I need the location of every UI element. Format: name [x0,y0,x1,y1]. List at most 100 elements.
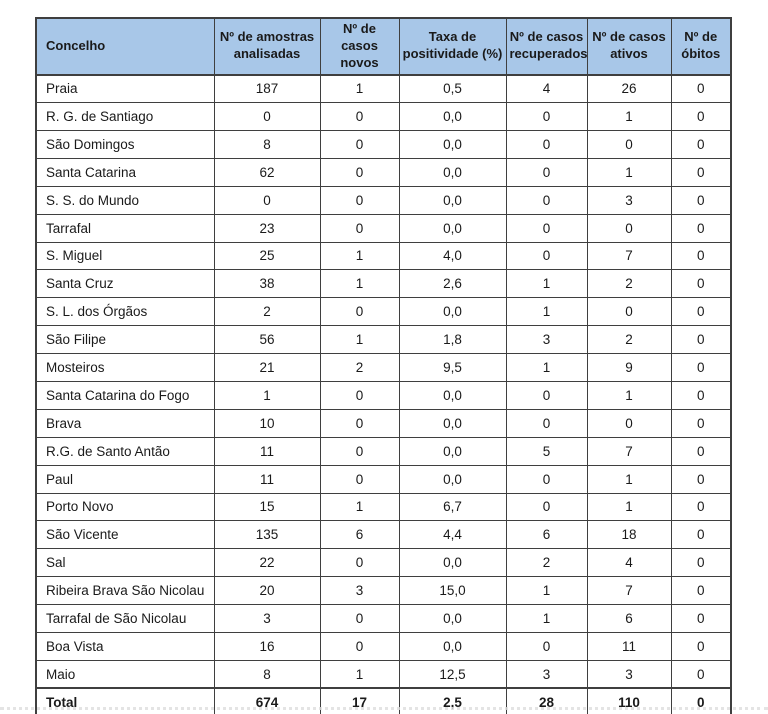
value-cell: 11 [213,464,321,494]
value-cell: 7 [586,576,672,606]
value-cell: 0 [319,297,400,327]
table-row: S. L. dos Órgãos 2 0 0,0 1 0 0 [35,297,732,327]
column-header: Nº de óbitos [670,17,732,76]
table-header: Concelho Nº de amostras analisadas Nº de c… [35,17,732,76]
concelho-name-cell: Brava [35,408,215,438]
value-cell: 0,0 [398,185,507,215]
table-body: Praia 187 1 0,5 4 26 0 R. G. de Santiago 0 0 0,0 0 1… [35,74,732,714]
concelho-name-cell: Porto Novo [35,492,215,522]
value-cell: 1 [586,464,672,494]
value-cell: 62 [213,157,321,187]
value-cell: 16 [213,631,321,661]
value-cell: 2 [586,325,672,355]
value-cell: 0 [670,576,732,606]
value-cell: 23 [213,213,321,243]
value-cell: 38 [213,269,321,299]
value-cell: 0 [670,436,732,466]
column-header: Nº de casos novos [319,17,400,76]
table-row: Porto Novo 15 1 6,7 0 1 0 [35,492,732,522]
total-value-cell: 17 [319,687,400,714]
value-cell: 0 [670,464,732,494]
value-cell: 9,5 [398,353,507,382]
concelho-name-cell: São Domingos [35,129,215,159]
total-value-cell: 28 [505,687,588,714]
value-cell: 0 [670,520,732,550]
value-cell: 0 [670,408,732,438]
column-header: Nº de casos recuperados [505,17,588,76]
value-cell: 0,5 [398,74,507,104]
value-cell: 1 [319,325,400,355]
concelho-name-cell: São Filipe [35,325,215,355]
table-row: R.G. de Santo Antão 11 0 0,0 5 7 0 [35,436,732,466]
value-cell: 0 [670,102,732,131]
value-cell: 15 [213,492,321,522]
value-cell: 56 [213,325,321,355]
value-cell: 0 [670,380,732,410]
total-label-cell: Total [35,687,215,714]
page-bottom-divider [0,707,768,710]
header-row: Concelho Nº de amostras analisadas Nº de c… [35,17,732,76]
value-cell: 0 [670,297,732,327]
value-cell: 0,0 [398,436,507,466]
value-cell: 11 [586,631,672,661]
value-cell: 3 [213,604,321,633]
value-cell: 4,4 [398,520,507,550]
value-cell: 0 [586,129,672,159]
value-cell: 187 [213,74,321,104]
value-cell: 5 [505,436,588,466]
value-cell: 0 [319,129,400,159]
value-cell: 0 [670,185,732,215]
table-row: São Filipe 56 1 1,8 3 2 0 [35,325,732,355]
value-cell: 0 [505,464,588,494]
concelho-name-cell: Sal [35,548,215,578]
value-cell: 9 [586,353,672,382]
table-row: São Domingos 8 0 0,0 0 0 0 [35,129,732,159]
value-cell: 0 [505,492,588,522]
table-row: Santa Catarina do Fogo 1 0 0,0 0 1 0 [35,380,732,410]
value-cell: 0 [670,241,732,271]
table-row: Paul 11 0 0,0 0 1 0 [35,464,732,494]
value-cell: 12,5 [398,659,507,689]
column-header: Nº de amostras analisadas [213,17,321,76]
concelho-name-cell: Santa Catarina do Fogo [35,380,215,410]
concelho-name-cell: Ribeira Brava São Nicolau [35,576,215,606]
concelho-name-cell: S. S. do Mundo [35,185,215,215]
value-cell: 0 [319,548,400,578]
value-cell: 0,0 [398,464,507,494]
table-row: S. S. do Mundo 0 0 0,0 0 3 0 [35,185,732,215]
table-row: Santa Cruz 38 1 2,6 1 2 0 [35,269,732,299]
value-cell: 15,0 [398,576,507,606]
value-cell: 0 [670,631,732,661]
concelho-name-cell: Santa Catarina [35,157,215,187]
value-cell: 0 [213,185,321,215]
concelho-name-cell: Santa Cruz [35,269,215,299]
table-row: Santa Catarina 62 0 0,0 0 1 0 [35,157,732,187]
total-value-cell: 110 [586,687,672,714]
value-cell: 1 [319,269,400,299]
value-cell: 2 [586,269,672,299]
value-cell: 0 [670,325,732,355]
column-header-concelho: Concelho [35,17,215,76]
value-cell: 11 [213,436,321,466]
concelho-name-cell: Mosteiros [35,353,215,382]
value-cell: 3 [586,659,672,689]
value-cell: 1,8 [398,325,507,355]
value-cell: 0 [670,659,732,689]
value-cell: 0,0 [398,548,507,578]
value-cell: 1 [505,604,588,633]
value-cell: 1 [505,269,588,299]
value-cell: 0 [213,102,321,131]
concelho-name-cell: R.G. de Santo Antão [35,436,215,466]
value-cell: 135 [213,520,321,550]
concelho-name-cell: Tarrafal de São Nicolau [35,604,215,633]
concelho-name-cell: Praia [35,74,215,104]
value-cell: 7 [586,436,672,466]
value-cell: 0 [319,436,400,466]
table-row: R. G. de Santiago 0 0 0,0 0 1 0 [35,102,732,131]
value-cell: 0 [586,213,672,243]
column-header: Taxa de positividade (%) [398,17,507,76]
value-cell: 0,0 [398,380,507,410]
value-cell: 0 [586,297,672,327]
value-cell: 0 [319,380,400,410]
value-cell: 0 [670,129,732,159]
